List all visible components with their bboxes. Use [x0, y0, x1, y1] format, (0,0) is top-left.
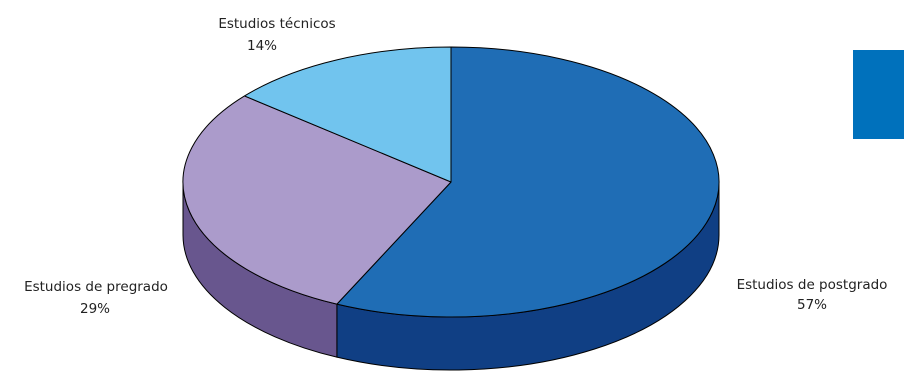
- slice-postgrado: [336, 46, 720, 318]
- slice-value-tecnicos: 14%: [247, 38, 277, 54]
- slice-pregrado: [182, 95, 452, 305]
- slice-value-postgrado: 57%: [797, 297, 827, 313]
- slice-label-pregrado: Estudios de pregrado: [24, 279, 168, 295]
- slice-label-tecnicos: Estudios técnicos: [218, 16, 335, 32]
- slice-tecnicos: [244, 46, 452, 183]
- accent-square: [853, 50, 904, 139]
- slice-value-pregrado: 29%: [80, 301, 110, 317]
- pie-slices: [182, 46, 720, 318]
- slice-label-postgrado: Estudios de postgrado: [737, 277, 888, 293]
